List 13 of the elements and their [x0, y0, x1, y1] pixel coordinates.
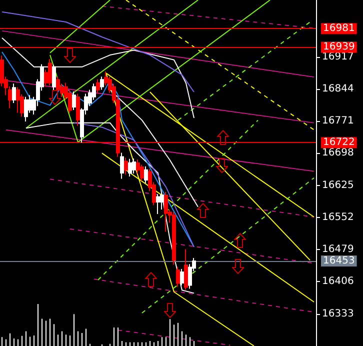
y-tick-label: 16844 [322, 83, 354, 94]
y-tick-label: 16698 [322, 148, 354, 159]
y-tick-label: 16406 [322, 276, 354, 288]
y-tick-label: 16479 [322, 244, 354, 256]
ref-line-label: 16939 [323, 42, 355, 53]
ref-line-label: 16453 [323, 256, 355, 267]
y-tick-label: 16625 [322, 180, 354, 191]
y-tick-label: 16771 [322, 116, 354, 127]
y-tick-label: 16917 [322, 51, 354, 62]
y-tick-label: 16552 [322, 212, 354, 223]
ref-line-label: 16722 [323, 137, 355, 148]
ref-line-label: 16981 [323, 23, 355, 34]
y-tick-label: 16333 [322, 308, 354, 320]
